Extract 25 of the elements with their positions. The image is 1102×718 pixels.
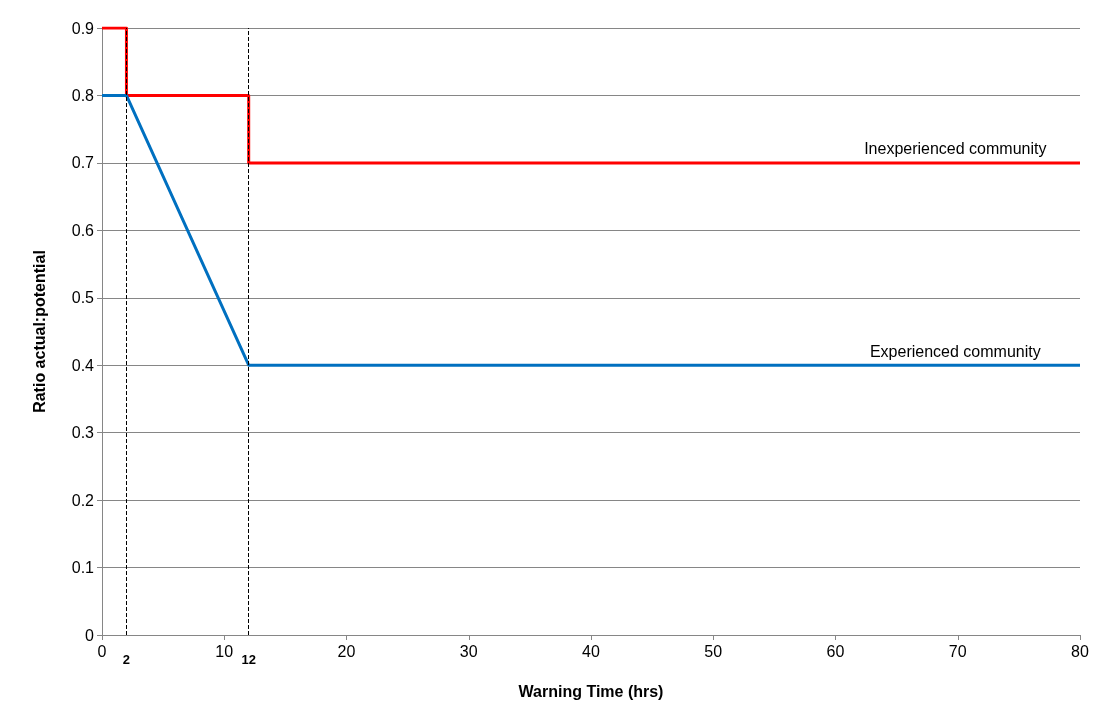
y-axis-title: Ratio actual:potential: [30, 250, 48, 413]
y-tick-label: 0.8: [71, 86, 95, 104]
y-tick-label: 0.2: [71, 491, 95, 509]
x-tick-label: 50: [704, 642, 723, 660]
ref-line-label: 12: [241, 652, 256, 667]
y-tick-label: 0.5: [71, 289, 95, 307]
y-tick-label: 0.7: [71, 154, 95, 172]
x-tick-label: 20: [337, 642, 356, 660]
series-label: Experienced community: [869, 342, 1041, 360]
series-label: Inexperienced community: [864, 140, 1047, 158]
y-tick-label: 0.3: [71, 424, 95, 442]
x-tick-label: 80: [1071, 642, 1089, 660]
x-tick-label: 70: [948, 642, 967, 660]
x-tick-label: 60: [826, 642, 845, 660]
ref-line-label: 2: [122, 652, 131, 667]
y-tick-label: 0: [85, 626, 95, 644]
x-axis-title: Warning Time (hrs): [518, 682, 664, 700]
x-tick-label: 40: [582, 642, 600, 660]
y-tick-label: 0.4: [71, 356, 95, 374]
x-tick-label: 0: [97, 642, 107, 660]
y-tick-label: 0.1: [71, 559, 95, 577]
y-tick-label: 0.6: [71, 221, 95, 239]
y-tick-label: 0.9: [71, 19, 95, 37]
x-tick-label: 10: [215, 642, 234, 660]
x-tick-label: 30: [459, 642, 478, 660]
